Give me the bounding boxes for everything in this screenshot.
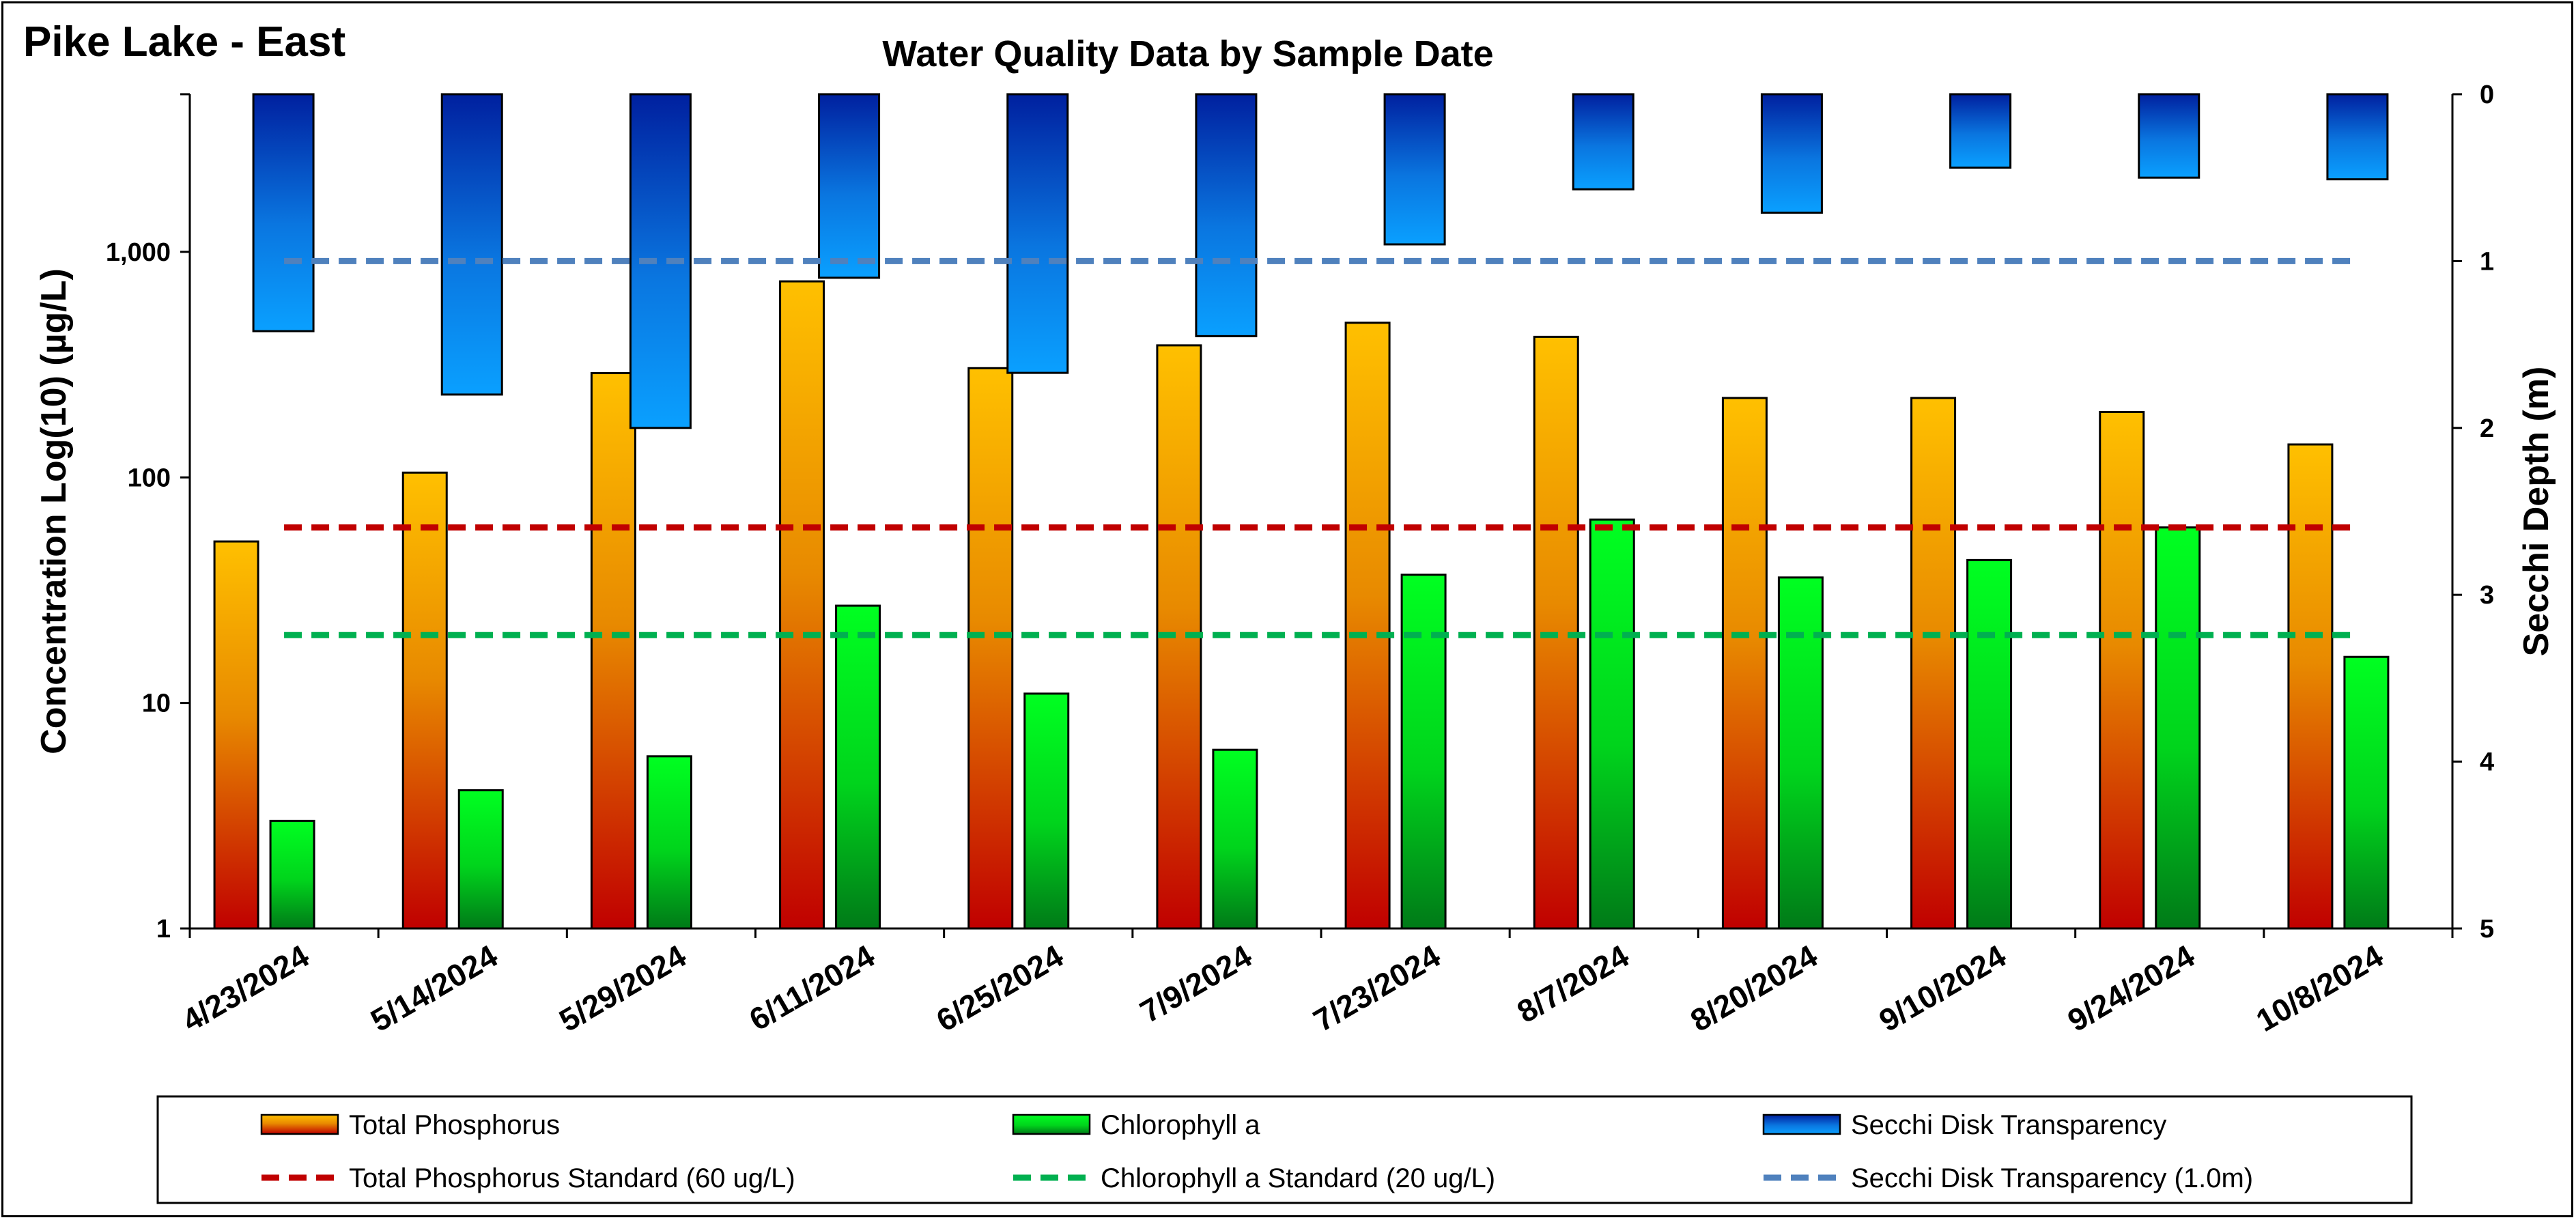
legend-item-chlorophyll-a-label: Chlorophyll a (1101, 1110, 1260, 1140)
bar-total-phosphorus (401, 471, 448, 930)
bar-secchi-transparency (1949, 93, 2012, 169)
bar-total-phosphorus (967, 367, 1014, 930)
legend-item-chl-standard-label: Chlorophyll a Standard (20 ug/L) (1101, 1163, 1495, 1193)
bar-total-phosphorus (1344, 322, 1391, 930)
bar-total-phosphorus (590, 372, 636, 930)
x-tick-label: 9/10/2024 (1873, 937, 2012, 1038)
legend-item-chlorophyll-a-swatch (1012, 1113, 1091, 1135)
x-tick-label: 10/8/2024 (2250, 937, 2390, 1038)
bar-chlorophyll-a (1966, 558, 2013, 930)
y2-axis-title: Secchi Depth (m) (2517, 367, 2556, 657)
bar-chlorophyll-a (1023, 692, 1070, 930)
x-tick-label: 4/23/2024 (176, 937, 315, 1038)
bar-total-phosphorus (779, 280, 825, 930)
x-tick-label: 5/14/2024 (365, 937, 504, 1038)
bar-secchi-transparency (2326, 93, 2389, 181)
bar-chlorophyll-a (2343, 655, 2390, 930)
x-tick-label: 6/25/2024 (931, 937, 1070, 1038)
bar-secchi-transparency (1572, 93, 1634, 190)
y2-tick-label: 2 (2480, 414, 2494, 443)
bar-total-phosphorus (1721, 397, 1768, 930)
x-tick-label: 7/9/2024 (1134, 937, 1258, 1030)
bar-secchi-transparency (2138, 93, 2200, 179)
bar-chlorophyll-a (646, 755, 692, 930)
bar-chlorophyll-a (1400, 573, 1447, 930)
legend-item-secchi-standard-label: Secchi Disk Transparency (1.0m) (1851, 1163, 2253, 1193)
bar-chlorophyll-a (269, 819, 315, 930)
x-tick-label: 8/7/2024 (1511, 937, 1634, 1030)
legend: Total Phosphorus Chlorophyll a Secchi Disk… (156, 1095, 2413, 1204)
bar-secchi-transparency (1195, 93, 1258, 337)
y2-tick-label: 1 (2480, 247, 2494, 276)
y-tick-label: 100 (128, 464, 171, 492)
bar-chlorophyll-a (457, 789, 504, 930)
bar-total-phosphorus (2099, 410, 2145, 930)
chart-title: Water Quality Data by Sample Date (882, 33, 1494, 74)
bar-total-phosphorus (2287, 443, 2334, 930)
bar-secchi-transparency (440, 93, 503, 396)
x-tick-label: 9/24/2024 (2062, 937, 2201, 1038)
bar-chlorophyll-a (1777, 576, 1824, 930)
page-title: Pike Lake - East (23, 18, 346, 66)
bar-secchi-transparency (818, 93, 881, 279)
bar-secchi-transparency (252, 93, 315, 332)
bar-total-phosphorus (1910, 397, 1957, 930)
bar-chlorophyll-a (835, 604, 881, 930)
y-tick-label: 1 (156, 915, 171, 944)
legend-box (156, 1095, 2413, 1204)
bar-total-phosphorus (213, 540, 259, 930)
bar-secchi-transparency (1383, 93, 1446, 246)
x-tick-label: 5/29/2024 (553, 937, 692, 1038)
bars-layer (213, 93, 2390, 930)
legend-item-total-phosphorus-label: Total Phosphorus (349, 1110, 560, 1140)
y2-tick-label: 4 (2480, 748, 2494, 777)
x-tick-label: 6/11/2024 (744, 937, 881, 1037)
bar-chlorophyll-a (2155, 526, 2201, 930)
legend-item-tp-standard-label: Total Phosphorus Standard (60 ug/L) (349, 1163, 795, 1193)
legend-item-secchi-label: Secchi Disk Transparency (1851, 1110, 2166, 1140)
x-tick-label: 7/23/2024 (1307, 937, 1447, 1038)
y-axis-title: Concentration Log(10) (µg/L) (34, 268, 74, 754)
reference-lines-layer (284, 257, 2358, 638)
x-tick-label: 8/20/2024 (1684, 937, 1824, 1038)
y2-tick-label: 3 (2480, 581, 2494, 610)
legend-item-total-phosphorus-swatch (260, 1113, 339, 1135)
bar-chlorophyll-a (1212, 748, 1258, 930)
y2-tick-label: 0 (2480, 81, 2494, 109)
bar-secchi-transparency (1760, 93, 1823, 214)
bar-secchi-transparency (1006, 93, 1069, 374)
y-tick-label: 10 (142, 690, 171, 718)
legend-item-secchi-swatch (1762, 1113, 1841, 1135)
y-tick-label: 1,000 (106, 238, 171, 267)
y2-tick-label: 5 (2480, 915, 2494, 944)
bar-chlorophyll-a (1589, 518, 1635, 930)
